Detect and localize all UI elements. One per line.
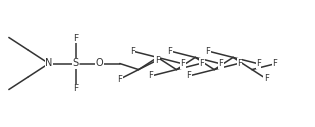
Text: F: F bbox=[205, 46, 210, 55]
Text: F: F bbox=[73, 34, 78, 43]
Text: F: F bbox=[237, 59, 242, 68]
Text: F: F bbox=[264, 74, 269, 83]
Text: F: F bbox=[117, 75, 122, 84]
Text: F: F bbox=[180, 59, 185, 68]
Text: F: F bbox=[149, 72, 153, 81]
Text: F: F bbox=[199, 59, 204, 68]
Text: O: O bbox=[95, 59, 103, 68]
Text: F: F bbox=[155, 56, 160, 65]
Text: N: N bbox=[45, 59, 53, 68]
Text: F: F bbox=[256, 59, 261, 68]
Text: F: F bbox=[272, 59, 277, 68]
Text: S: S bbox=[72, 59, 79, 68]
Text: F: F bbox=[186, 72, 191, 81]
Text: F: F bbox=[218, 59, 223, 68]
Text: F: F bbox=[130, 46, 135, 55]
Text: F: F bbox=[73, 84, 78, 93]
Text: F: F bbox=[168, 46, 172, 55]
